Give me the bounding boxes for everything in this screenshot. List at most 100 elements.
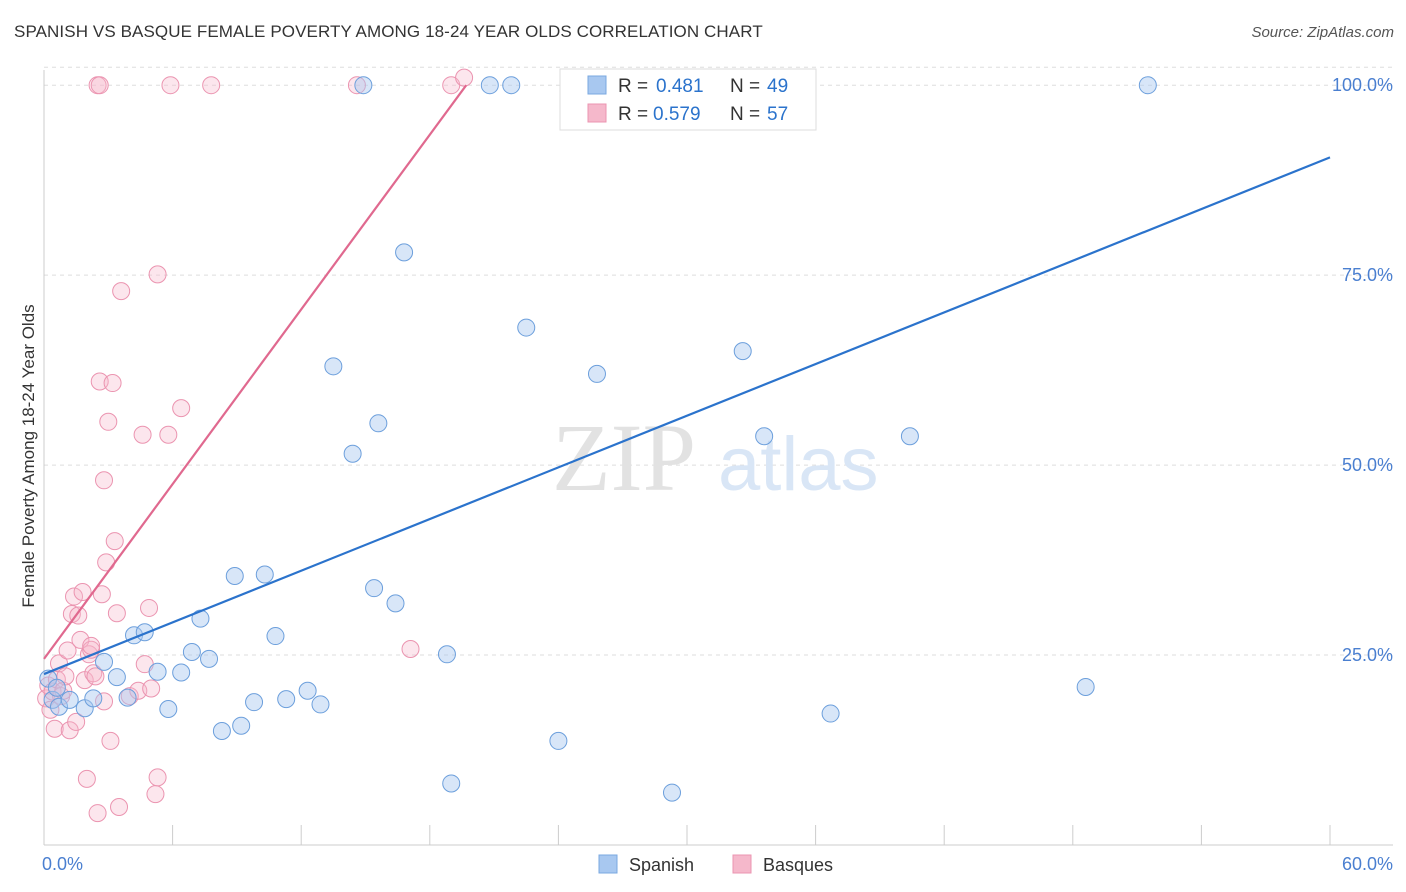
point-spanish-23 bbox=[266, 627, 285, 646]
point-spanish-20 bbox=[232, 716, 251, 735]
legend-swatch-spanish bbox=[587, 75, 607, 95]
point-spanish-29 bbox=[354, 76, 373, 95]
point-basques-19 bbox=[77, 769, 96, 788]
point-basques-28 bbox=[90, 76, 109, 95]
point-basques-10 bbox=[58, 641, 77, 660]
y-tick-label-1: 50.0% bbox=[1342, 455, 1393, 475]
trend-lines bbox=[43, 84, 1331, 676]
point-spanish-46 bbox=[900, 427, 919, 446]
legend-r-value-basques: 0.579 bbox=[653, 104, 701, 125]
point-spanish-33 bbox=[395, 243, 414, 262]
point-spanish-43 bbox=[733, 342, 752, 361]
bottom-legend: Spanish Basques bbox=[598, 854, 833, 875]
watermark-atlas: atlas bbox=[718, 422, 879, 507]
point-basques-25 bbox=[88, 804, 107, 823]
axes bbox=[43, 70, 1393, 846]
y-tick-label-3: 100.0% bbox=[1332, 75, 1393, 95]
point-spanish-3 bbox=[50, 697, 69, 716]
point-spanish-14 bbox=[172, 663, 191, 682]
bottom-legend-swatch-basques bbox=[732, 854, 752, 874]
point-spanish-6 bbox=[84, 689, 103, 708]
point-basques-49 bbox=[159, 425, 178, 444]
legend-r-label-spanish: R = bbox=[618, 76, 648, 97]
point-spanish-18 bbox=[212, 722, 231, 741]
legend-n-label-spanish: N = bbox=[730, 76, 760, 97]
point-basques-53 bbox=[347, 76, 366, 95]
point-basques-47 bbox=[148, 768, 167, 787]
point-basques-35 bbox=[103, 374, 122, 393]
bottom-legend-label-basques: Basques bbox=[763, 855, 833, 875]
point-spanish-38 bbox=[517, 318, 536, 337]
point-basques-48 bbox=[148, 265, 167, 284]
point-spanish-31 bbox=[369, 414, 388, 433]
point-basques-17 bbox=[73, 582, 92, 601]
point-basques-32 bbox=[97, 553, 116, 572]
point-basques-24 bbox=[86, 667, 105, 686]
point-basques-30 bbox=[95, 471, 114, 490]
point-spanish-24 bbox=[277, 690, 296, 709]
watermark: ZIP atlas bbox=[552, 404, 879, 511]
point-spanish-32 bbox=[386, 594, 405, 613]
point-spanish-36 bbox=[480, 76, 499, 95]
point-basques-27 bbox=[90, 372, 109, 391]
x-tick-label-0: 0.0% bbox=[42, 854, 83, 874]
point-spanish-15 bbox=[182, 643, 201, 662]
series-basques-points bbox=[37, 68, 474, 823]
point-spanish-34 bbox=[437, 645, 456, 664]
point-basques-51 bbox=[172, 399, 191, 418]
point-basques-56 bbox=[455, 68, 474, 87]
legend-r-label-basques: R = bbox=[618, 104, 648, 125]
point-basques-50 bbox=[161, 76, 180, 95]
tick-labels: 25.0% 50.0% 75.0% 100.0% 0.0% 60.0% bbox=[42, 75, 1393, 874]
legend-swatch-basques bbox=[587, 103, 607, 123]
point-spanish-48 bbox=[1138, 76, 1157, 95]
point-spanish-30 bbox=[365, 579, 384, 598]
point-spanish-9 bbox=[118, 688, 137, 707]
point-spanish-27 bbox=[324, 357, 343, 376]
y-tick-label-0: 25.0% bbox=[1342, 645, 1393, 665]
point-basques-37 bbox=[107, 604, 126, 623]
x-tick-label-1: 60.0% bbox=[1342, 854, 1393, 874]
point-basques-13 bbox=[65, 587, 84, 606]
point-spanish-4 bbox=[60, 690, 79, 709]
point-spanish-12 bbox=[148, 662, 167, 681]
point-spanish-42 bbox=[662, 783, 681, 802]
source-credit: Source: ZipAtlas.com bbox=[1251, 24, 1394, 41]
bottom-legend-label-spanish: Spanish bbox=[629, 855, 694, 875]
point-spanish-35 bbox=[442, 774, 461, 793]
point-spanish-25 bbox=[298, 681, 317, 700]
legend-n-value-spanish: 49 bbox=[767, 76, 788, 97]
point-spanish-26 bbox=[311, 695, 330, 714]
y-tick-label-2: 75.0% bbox=[1342, 265, 1393, 285]
point-spanish-11 bbox=[135, 623, 154, 642]
chart-title: SPANISH VS BASQUE FEMALE POVERTY AMONG 1… bbox=[14, 22, 763, 41]
point-basques-34 bbox=[101, 731, 120, 750]
legend-n-value-basques: 57 bbox=[767, 104, 788, 125]
point-basques-42 bbox=[133, 425, 152, 444]
point-spanish-39 bbox=[549, 731, 568, 750]
point-spanish-40 bbox=[587, 364, 606, 383]
trend-line-spanish bbox=[43, 156, 1331, 676]
bottom-legend-swatch-spanish bbox=[598, 854, 618, 874]
point-basques-36 bbox=[105, 532, 124, 551]
point-spanish-13 bbox=[159, 699, 178, 718]
point-spanish-19 bbox=[225, 567, 244, 586]
point-spanish-21 bbox=[245, 693, 264, 712]
point-basques-29 bbox=[92, 585, 111, 604]
point-basques-39 bbox=[112, 282, 131, 301]
grid-lines bbox=[44, 66, 1393, 656]
legend-box: R = 0.481 N = 49 R = 0.579 N = 57 bbox=[559, 68, 817, 131]
point-spanish-2 bbox=[47, 678, 66, 697]
point-spanish-22 bbox=[255, 565, 274, 584]
legend-r-value-spanish: 0.481 bbox=[656, 76, 704, 97]
point-spanish-44 bbox=[755, 427, 774, 446]
point-spanish-28 bbox=[343, 444, 362, 463]
point-basques-45 bbox=[142, 679, 161, 698]
point-basques-14 bbox=[67, 712, 86, 731]
series-spanish-points bbox=[39, 76, 1157, 802]
point-basques-46 bbox=[146, 785, 165, 804]
point-spanish-17 bbox=[200, 649, 219, 668]
point-spanish-37 bbox=[502, 76, 521, 95]
point-basques-23 bbox=[84, 664, 103, 683]
